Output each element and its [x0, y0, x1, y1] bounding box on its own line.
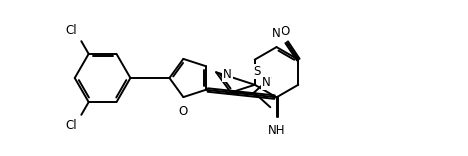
Text: N: N — [272, 27, 281, 40]
Text: S: S — [253, 65, 260, 78]
Text: N: N — [223, 68, 232, 81]
Text: Cl: Cl — [65, 24, 77, 37]
Text: O: O — [179, 105, 188, 118]
Text: O: O — [280, 25, 289, 38]
Text: NH: NH — [268, 124, 285, 137]
Text: N: N — [262, 76, 271, 89]
Text: Cl: Cl — [65, 119, 77, 132]
